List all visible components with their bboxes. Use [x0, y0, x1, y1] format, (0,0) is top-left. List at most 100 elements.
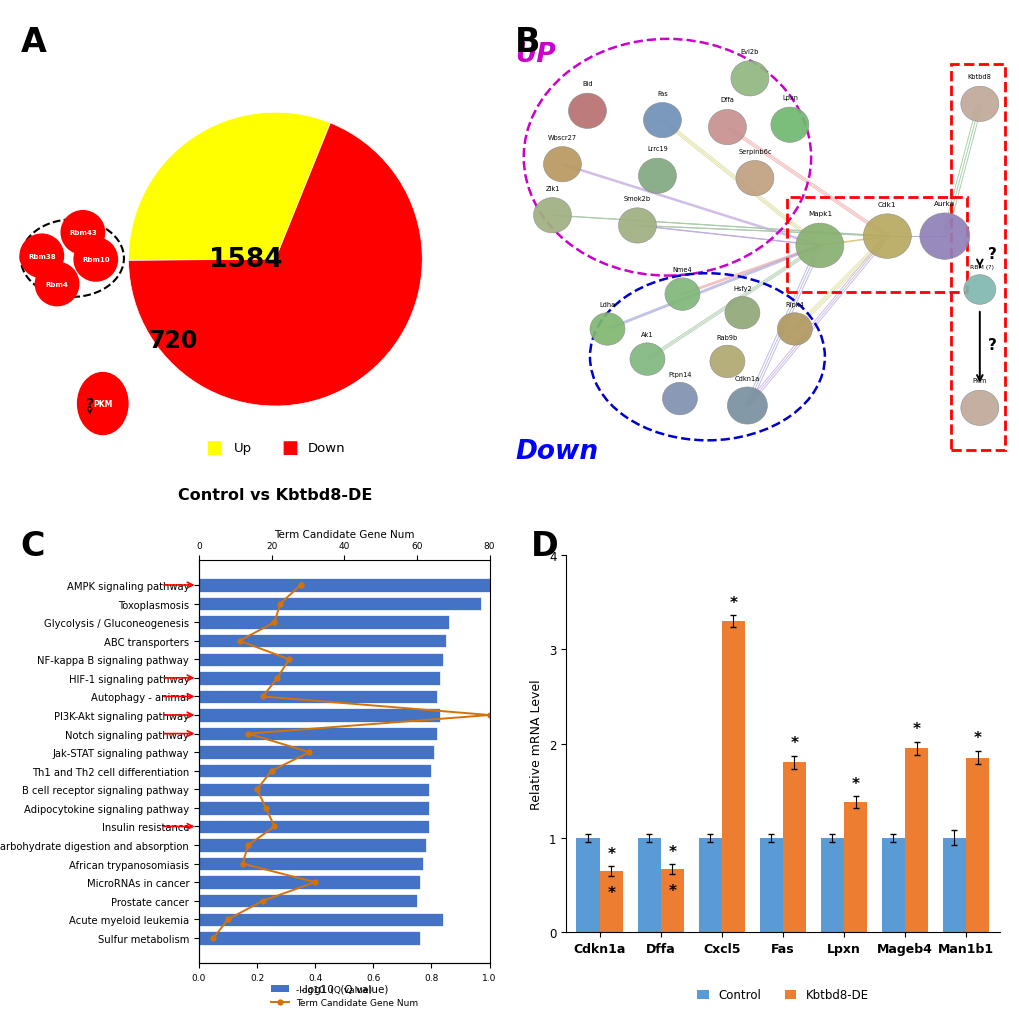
Text: Rbm10: Rbm10: [82, 257, 109, 263]
Text: Lpxn: Lpxn: [782, 95, 797, 101]
Bar: [904, 749, 927, 932]
Text: *: *: [790, 736, 798, 750]
Text: ?: ?: [986, 337, 996, 353]
Text: *: *: [851, 776, 859, 791]
Text: *: *: [667, 883, 676, 899]
Text: Control vs Kbtbd8-DE: Control vs Kbtbd8-DE: [178, 487, 372, 502]
Text: Down: Down: [308, 441, 345, 454]
Circle shape: [20, 235, 63, 278]
Circle shape: [638, 159, 676, 195]
Text: Rab9b: Rab9b: [716, 334, 738, 340]
Bar: [199, 653, 442, 666]
Bar: [199, 820, 428, 834]
Text: Up: Up: [233, 441, 252, 454]
Bar: [199, 615, 448, 629]
Bar: [199, 708, 440, 722]
Bar: [950, 65, 1004, 450]
Circle shape: [960, 391, 998, 426]
Circle shape: [770, 108, 808, 144]
Text: Serpinb6c: Serpinb6c: [738, 149, 771, 154]
Circle shape: [643, 103, 681, 139]
Circle shape: [963, 275, 995, 305]
Wedge shape: [128, 123, 422, 407]
Bar: [599, 871, 623, 932]
Circle shape: [74, 238, 117, 282]
Circle shape: [61, 212, 105, 255]
Text: Hsfy2: Hsfy2: [733, 285, 751, 291]
Text: Ptpn14: Ptpn14: [667, 371, 691, 377]
Bar: [843, 802, 866, 932]
Text: Fas: Fas: [656, 91, 667, 97]
Text: Rbm43: Rbm43: [69, 230, 97, 236]
Bar: [199, 875, 420, 889]
Circle shape: [533, 199, 571, 233]
Text: *: *: [606, 846, 614, 861]
Text: C: C: [20, 530, 45, 562]
Circle shape: [661, 383, 697, 416]
Circle shape: [568, 94, 606, 129]
Text: Aurka: Aurka: [933, 201, 955, 207]
Text: Evi2b: Evi2b: [740, 49, 758, 55]
Circle shape: [77, 373, 127, 435]
Bar: [199, 597, 480, 610]
Bar: [199, 635, 445, 648]
Bar: [199, 728, 437, 741]
Bar: [199, 783, 428, 796]
Text: ?: ?: [86, 396, 94, 411]
Bar: [576, 838, 599, 932]
Text: Dffa: Dffa: [719, 98, 734, 103]
Bar: [199, 895, 417, 908]
Bar: [942, 838, 965, 932]
Bar: [199, 839, 425, 852]
Bar: [721, 622, 744, 932]
Text: Lrrc19: Lrrc19: [646, 146, 667, 152]
Text: Ripk4: Ripk4: [785, 302, 804, 308]
Text: D: D: [530, 530, 557, 562]
Text: Bid: Bid: [582, 82, 592, 88]
Y-axis label: Relative mRNA Level: Relative mRNA Level: [530, 679, 543, 809]
Circle shape: [776, 314, 811, 345]
Circle shape: [862, 215, 910, 259]
Text: ■: ■: [205, 438, 222, 457]
Text: *: *: [973, 731, 980, 746]
Wedge shape: [128, 113, 330, 261]
Bar: [698, 838, 721, 932]
Bar: [199, 801, 428, 815]
Text: ■: ■: [281, 438, 299, 457]
Circle shape: [709, 345, 744, 378]
Bar: [199, 672, 440, 685]
Circle shape: [919, 214, 969, 260]
Bar: [199, 913, 442, 926]
Text: Down: Down: [515, 438, 597, 464]
Text: 720: 720: [148, 328, 197, 353]
X-axis label: Term Candidate Gene Num: Term Candidate Gene Num: [274, 530, 414, 540]
Text: Kbtbd8: Kbtbd8: [967, 74, 990, 81]
Bar: [199, 764, 431, 777]
Text: PKM: PKM: [93, 399, 112, 409]
Legend: Control, Kbtbd8-DE: Control, Kbtbd8-DE: [692, 983, 872, 1006]
Text: Mapk1: Mapk1: [807, 211, 832, 217]
Bar: [820, 838, 843, 932]
Text: Ldha: Ldha: [599, 302, 615, 308]
Circle shape: [727, 387, 766, 425]
Text: UP: UP: [515, 42, 555, 68]
Bar: [787, 198, 966, 292]
Circle shape: [618, 209, 656, 244]
Text: RBM (?): RBM (?): [969, 265, 994, 270]
Bar: [637, 838, 660, 932]
Bar: [965, 758, 988, 932]
Text: Pkm: Pkm: [972, 378, 986, 384]
Bar: [199, 931, 420, 945]
Text: 1584: 1584: [209, 247, 282, 273]
Circle shape: [589, 314, 625, 345]
Text: A: A: [20, 25, 46, 58]
Circle shape: [630, 343, 664, 376]
Legend: -log10  (Q value), Term Candidate Gene Num: -log10 (Q value), Term Candidate Gene Nu…: [267, 981, 421, 1011]
Text: Wbscr27: Wbscr27: [547, 135, 577, 141]
Circle shape: [36, 263, 78, 307]
Circle shape: [960, 88, 998, 122]
Circle shape: [731, 61, 768, 97]
Text: Nme4: Nme4: [672, 267, 692, 273]
Text: *: *: [667, 844, 676, 859]
Text: ?: ?: [986, 247, 996, 262]
